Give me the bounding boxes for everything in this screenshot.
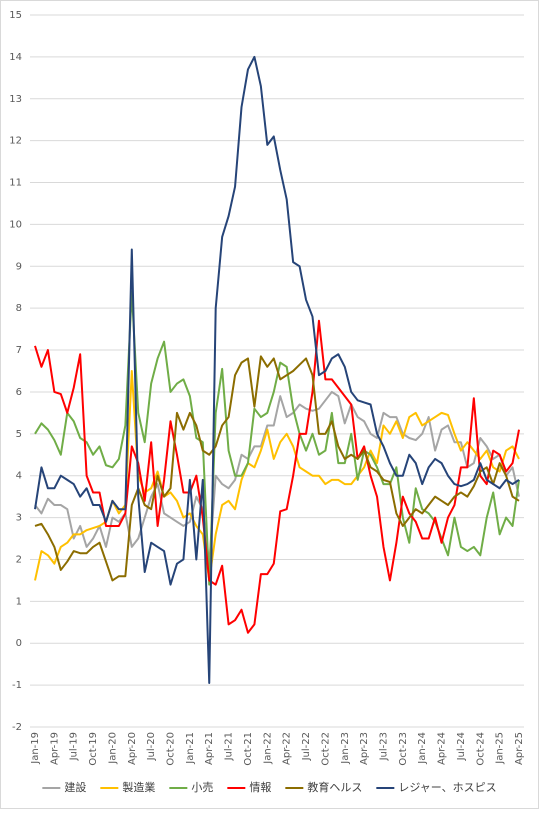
- x-tick-label: Jan-22: [262, 732, 273, 765]
- y-tick-label: 13: [9, 94, 22, 105]
- x-tick-label: Jul-23: [378, 732, 389, 761]
- y-tick-label: 5: [16, 429, 22, 440]
- legend: 建設 製造業 小売 情報 教育ヘルス レジャー、ホスピス: [42, 780, 497, 794]
- x-tick-label: Jul-20: [146, 732, 157, 761]
- legend-item: 建設: [42, 780, 86, 794]
- x-tick-label: Oct-19: [88, 732, 99, 766]
- legend-item: 製造業: [100, 780, 155, 794]
- series-line: [34, 390, 520, 565]
- y-tick-label: 15: [9, 10, 22, 21]
- y-tick-label: 14: [9, 52, 22, 63]
- legend-label: 小売: [191, 781, 213, 794]
- y-tick-label: 1: [16, 596, 22, 607]
- x-tick-label: Jul-22: [301, 732, 312, 761]
- x-tick-label: Jul-24: [456, 732, 467, 761]
- y-tick-label: 8: [16, 303, 22, 314]
- x-tick-label: Apr-23: [359, 732, 370, 765]
- x-tick-label: Oct-23: [398, 732, 409, 766]
- y-tick-label: 7: [16, 345, 22, 356]
- series-line: [34, 370, 520, 582]
- x-tick-label: Jan-20: [107, 732, 118, 765]
- legend-label: 情報: [249, 781, 271, 794]
- series-line: [34, 55, 520, 685]
- series-line: [34, 355, 520, 582]
- y-tick-label: 2: [16, 554, 22, 565]
- x-tick-label: Jan-19: [30, 732, 41, 765]
- x-tick-label: Jan-21: [185, 732, 196, 765]
- y-tick-label: -2: [12, 722, 22, 733]
- legend-item: 小売: [169, 781, 213, 794]
- y-tick-label: 3: [16, 513, 22, 524]
- legend-item: 情報: [227, 781, 271, 794]
- x-tick-label: Apr-19: [49, 732, 60, 765]
- x-tick-label: Jan-23: [340, 732, 351, 765]
- x-tick-label: Apr-22: [282, 732, 293, 765]
- legend-item: 教育ヘルス: [285, 780, 362, 794]
- x-tick-label: Apr-21: [204, 732, 215, 765]
- x-tick-label: Jul-21: [224, 732, 235, 761]
- y-tick-label: 12: [9, 136, 22, 147]
- x-tick-label: Jan-25: [495, 732, 506, 765]
- legend-label: レジャー、ホスピス: [398, 781, 496, 794]
- y-tick-label: 0: [16, 638, 22, 649]
- x-tick-label: Apr-25: [514, 732, 525, 765]
- y-tick-label: -1: [12, 680, 22, 691]
- x-tick-label: Oct-21: [243, 732, 254, 766]
- x-tick-label: Apr-24: [437, 732, 448, 765]
- y-tick-label: 4: [16, 471, 22, 482]
- legend-item: レジャー、ホスピス: [376, 781, 497, 794]
- y-tick-label: 9: [16, 261, 22, 272]
- x-tick-label: Jan-24: [417, 732, 428, 765]
- x-tick-label: Apr-20: [127, 732, 138, 765]
- x-tick-label: Jul-19: [69, 732, 80, 761]
- x-tick-label: Oct-20: [166, 732, 177, 766]
- legend-label: 教育ヘルス: [307, 780, 362, 794]
- y-tick-label: 6: [16, 387, 22, 398]
- series-line: [34, 319, 520, 634]
- x-tick-label: Oct-22: [320, 732, 331, 766]
- legend-label: 建設: [64, 780, 86, 794]
- y-tick-label: 10: [9, 219, 22, 230]
- x-tick-label: Oct-24: [475, 732, 486, 766]
- legend-label: 製造業: [122, 780, 155, 794]
- y-tick-label: 11: [9, 178, 22, 189]
